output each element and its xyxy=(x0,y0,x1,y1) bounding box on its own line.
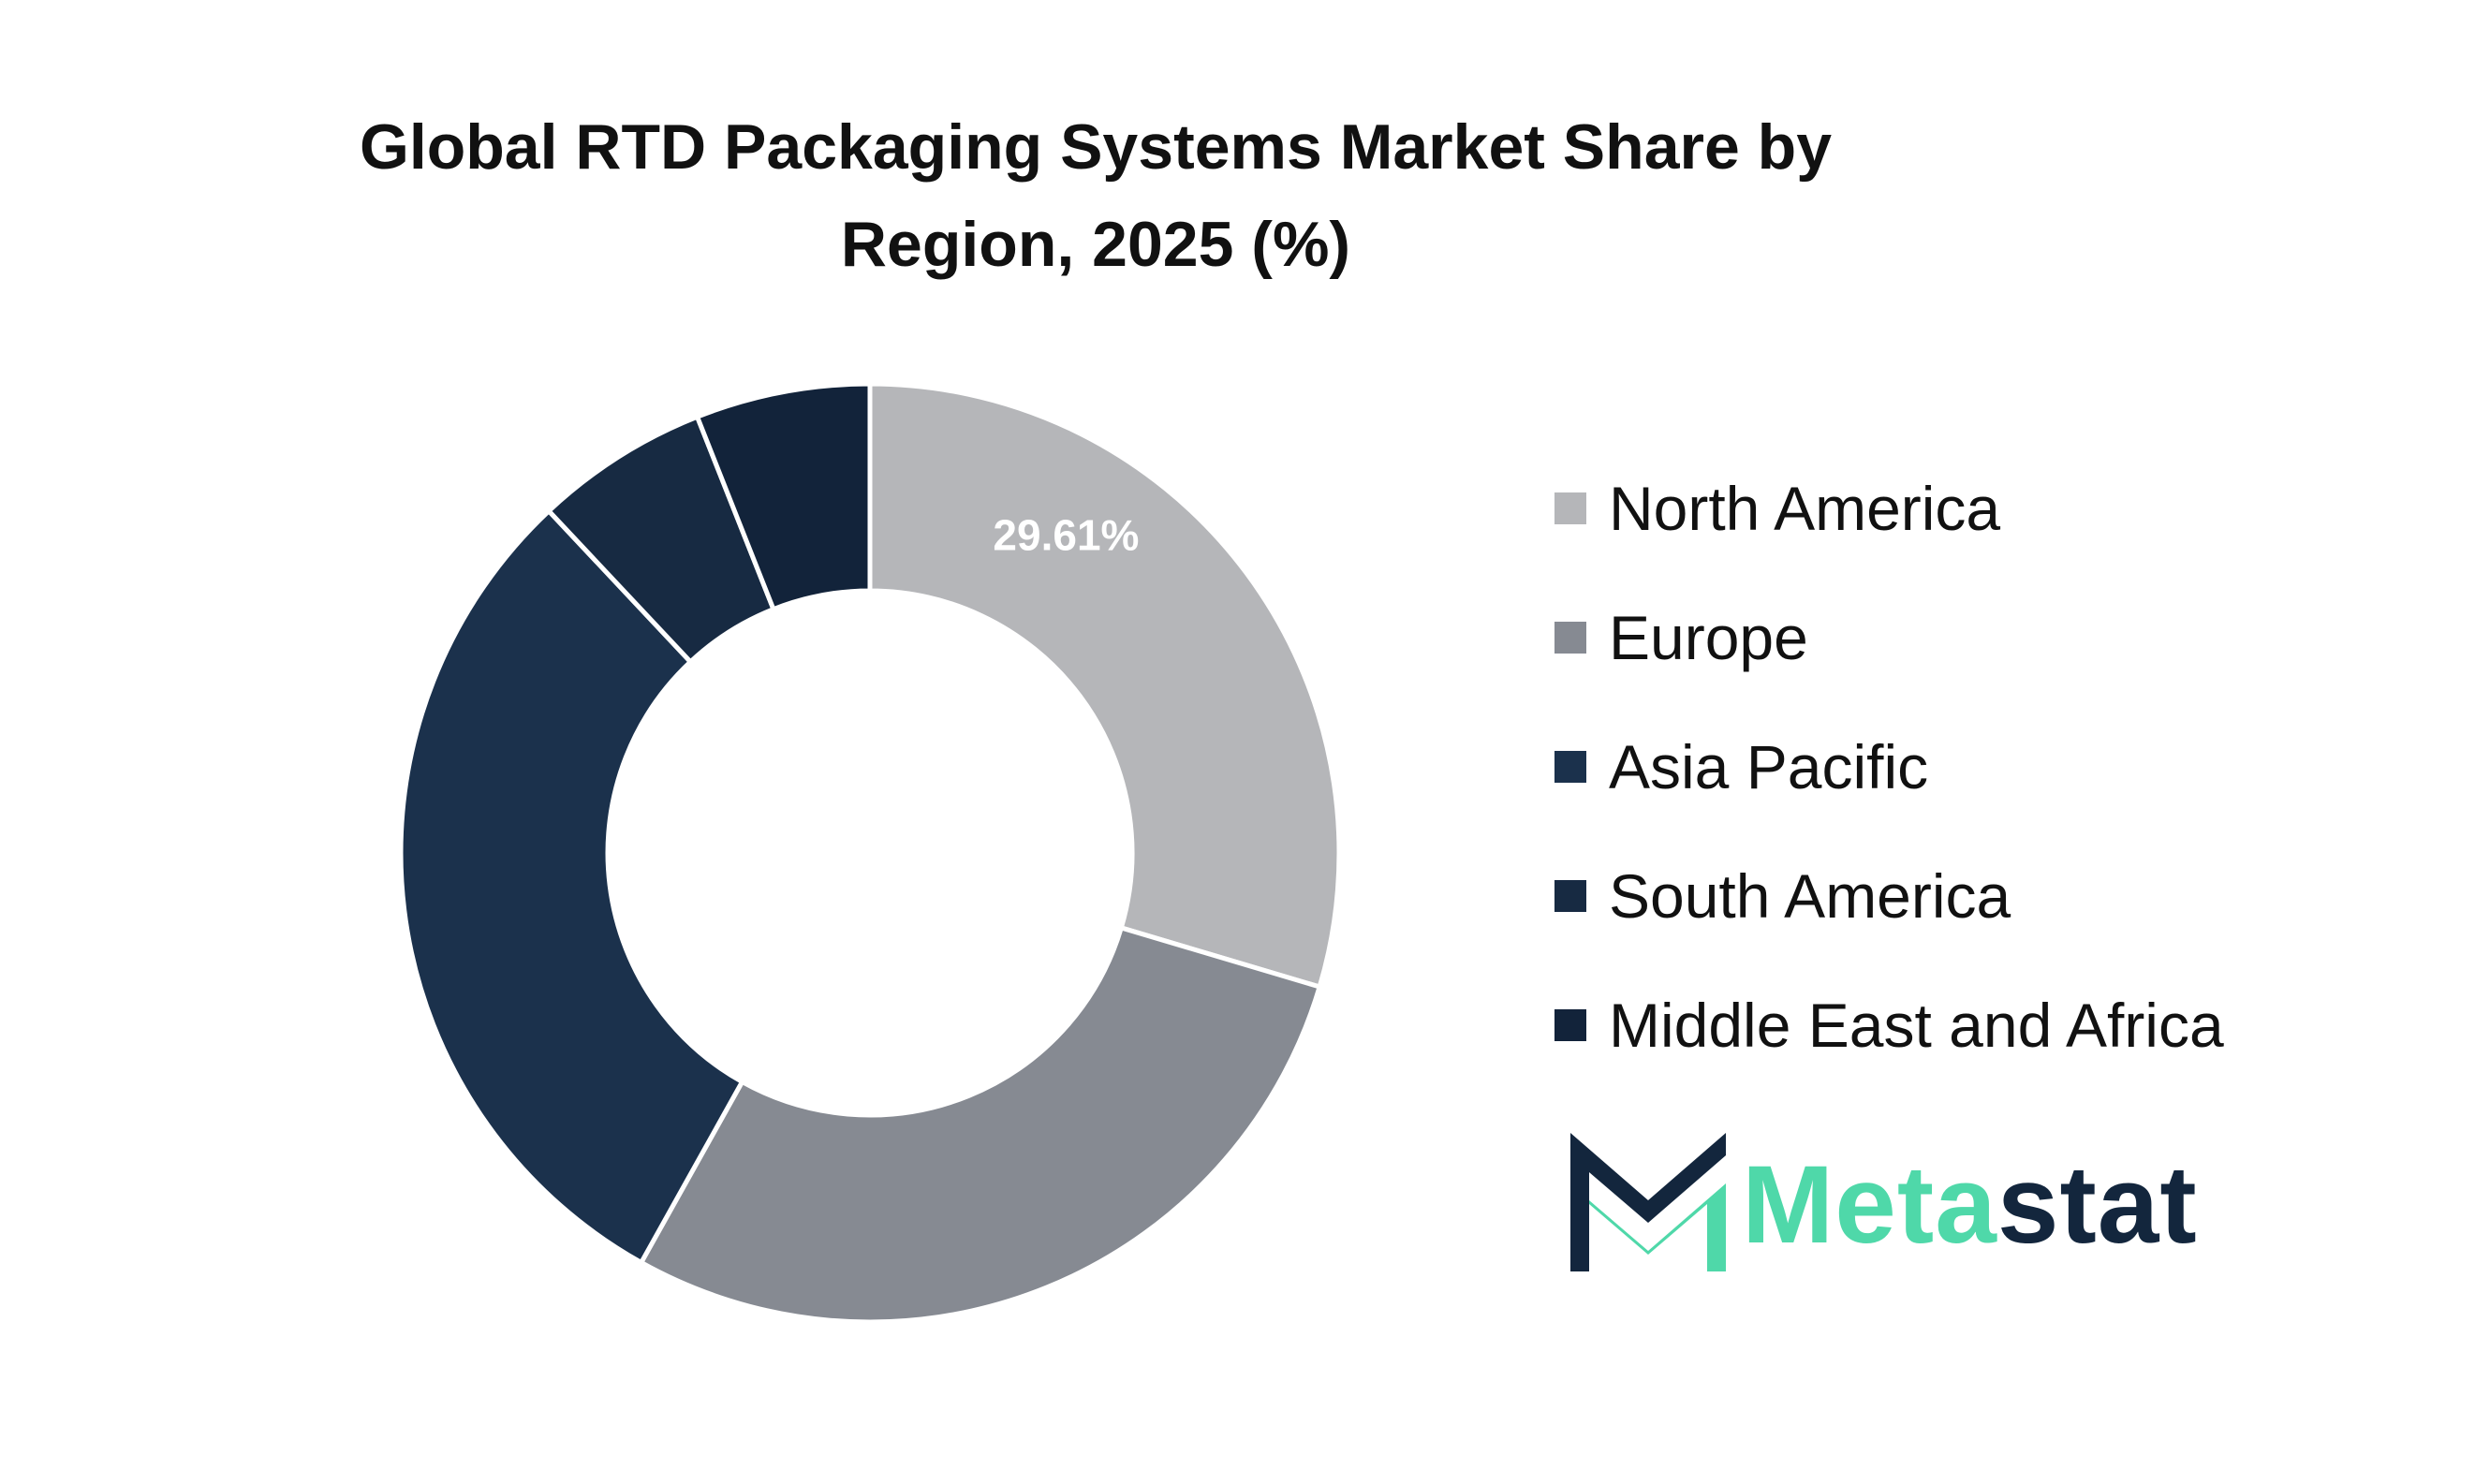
metastat-logo: Metastat xyxy=(1559,1124,2271,1283)
donut-slice-north-america[interactable] xyxy=(867,381,1342,990)
legend-swatch xyxy=(1554,492,1586,524)
legend-label: South America xyxy=(1609,861,2011,931)
data-label: 29.61% xyxy=(993,511,1139,560)
metastat-logo-mark-icon xyxy=(1570,1133,1726,1271)
legend-item-europe[interactable]: Europe xyxy=(1554,573,2224,702)
donut-slice-asia-pacific[interactable] xyxy=(398,508,745,1265)
legend-item-asia-pacific[interactable]: Asia Pacific xyxy=(1554,702,2224,831)
legend-label: Asia Pacific xyxy=(1609,732,1929,801)
legend-label: North America xyxy=(1609,474,2001,543)
legend-swatch xyxy=(1554,622,1586,654)
legend-label: Europe xyxy=(1609,603,1808,672)
legend-swatch xyxy=(1554,880,1586,912)
donut-data-labels: 29.61% xyxy=(993,511,1139,560)
legend-swatch xyxy=(1554,751,1586,783)
legend-item-north-america[interactable]: North America xyxy=(1554,444,2224,573)
legend-item-south-america[interactable]: South America xyxy=(1554,831,2224,961)
donut-slices xyxy=(398,381,1342,1325)
chart-legend: North America Europe Asia Pacific South … xyxy=(1554,444,2224,1090)
donut-slice-europe[interactable] xyxy=(639,925,1322,1325)
chart-title: Global RTD Packaging Systems Market Shar… xyxy=(359,111,1833,280)
logo-text-meta: Meta xyxy=(1742,1143,1997,1267)
legend-label: Middle East and Africa xyxy=(1609,991,2224,1060)
donut-chart: 29.61% xyxy=(398,381,1342,1325)
legend-swatch xyxy=(1554,1009,1586,1041)
donut-slice-middle-east-and-africa[interactable] xyxy=(695,381,873,612)
logo-text-stat: stat xyxy=(1996,1143,2198,1267)
metastat-wordmark: Metastat xyxy=(1742,1144,2198,1266)
legend-item-middle-east-and-africa[interactable]: Middle East and Africa xyxy=(1554,961,2224,1090)
